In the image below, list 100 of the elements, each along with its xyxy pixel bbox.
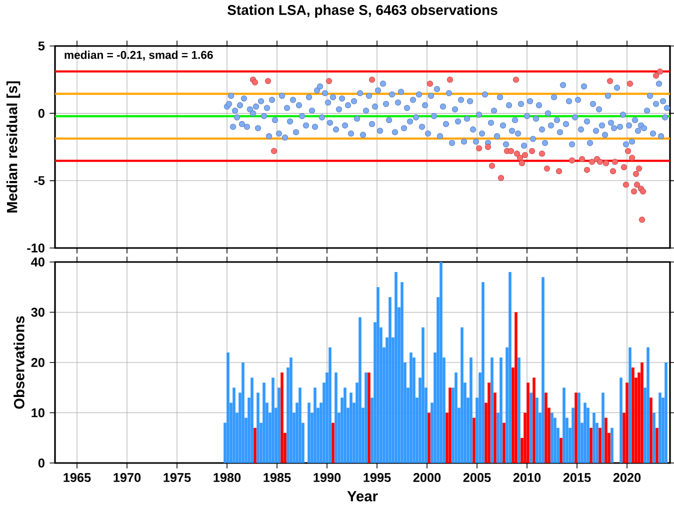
bar: [376, 287, 380, 463]
point: [620, 164, 628, 170]
bar: [482, 282, 484, 463]
point: [368, 76, 376, 83]
bar: [328, 347, 332, 463]
point: [514, 150, 520, 157]
point: [622, 182, 630, 188]
bar: [308, 402, 310, 463]
x-tick-label: 1975: [164, 473, 191, 482]
bar: [602, 392, 604, 463]
y-tick-label: 10: [32, 408, 44, 418]
point: [624, 148, 632, 154]
x-tick-label: 2010: [513, 473, 541, 482]
x-tick-label: 2000: [413, 473, 441, 482]
point: [544, 165, 550, 172]
bar: [280, 372, 284, 463]
point: [326, 78, 332, 84]
bar: [632, 368, 634, 463]
bar: [542, 277, 544, 463]
bar: [584, 402, 586, 463]
point: [636, 165, 642, 172]
x-tick-label: 1990: [314, 473, 341, 482]
point: [528, 148, 536, 154]
point: [584, 166, 590, 173]
point: [612, 158, 618, 165]
bar: [544, 392, 548, 463]
point: [610, 168, 616, 174]
point: [652, 72, 660, 79]
x-axis-title: Year: [347, 491, 378, 502]
bar: [574, 392, 578, 463]
point: [568, 157, 576, 164]
bar: [368, 372, 370, 463]
point: [638, 216, 646, 223]
x-tick-label: 2015: [563, 473, 591, 482]
bar: [658, 392, 662, 463]
bar: [610, 428, 614, 463]
point: [508, 148, 514, 154]
x-tick-label: 1995: [364, 473, 391, 482]
bar: [526, 382, 530, 463]
x-tick-label: 1965: [64, 473, 91, 482]
bar: [364, 372, 368, 463]
x-tick-label: 1985: [264, 473, 291, 482]
bar: [334, 372, 338, 463]
bar: [298, 388, 302, 463]
bar: [448, 388, 452, 463]
bar: [532, 378, 536, 463]
bar: [500, 357, 502, 463]
point: [512, 76, 520, 83]
bar: [592, 412, 596, 463]
bar: [604, 418, 608, 463]
y-axis-title: Median residual [s]: [6, 81, 20, 212]
y-tick-label: -5: [34, 176, 45, 186]
y-tick-label: 20: [31, 358, 44, 367]
bar: [572, 408, 574, 463]
bar: [598, 428, 602, 463]
bar: [472, 418, 476, 463]
y-tick-label: 0: [38, 458, 44, 468]
point: [488, 162, 496, 169]
chart-title: Station LSA, phase S, 6463 observations: [228, 4, 498, 18]
bar: [400, 282, 404, 463]
point: [484, 144, 492, 150]
point: [556, 168, 562, 174]
point: [426, 80, 434, 87]
bar: [242, 362, 244, 463]
bar: [640, 362, 644, 463]
bar: [314, 388, 316, 463]
bar: [344, 388, 346, 463]
point: [588, 158, 596, 165]
bar: [470, 357, 472, 463]
bar: [454, 372, 458, 463]
bar: [290, 357, 292, 463]
point: [538, 150, 546, 157]
bar: [256, 392, 260, 463]
point: [270, 148, 278, 154]
annotation: median = -0.21, smad = 1.66: [64, 50, 213, 61]
bar: [646, 347, 650, 463]
point: [632, 170, 640, 177]
bar: [508, 272, 512, 463]
bar: [358, 317, 362, 463]
point: [602, 160, 610, 166]
bar: [650, 398, 652, 463]
bar: [394, 272, 398, 463]
bar: [428, 412, 430, 463]
point: [516, 154, 524, 161]
bar: [262, 382, 266, 463]
bar: [388, 297, 392, 463]
y-tick-label: 5: [38, 42, 45, 50]
bar: [620, 378, 622, 463]
y-tick-label: -10: [27, 244, 44, 252]
bar: [250, 378, 254, 463]
bar: [514, 312, 518, 463]
y-axis-title: Observations: [14, 316, 24, 409]
point: [522, 152, 528, 158]
bar: [550, 412, 554, 463]
point: [626, 80, 634, 87]
bar: [578, 392, 580, 463]
bar: [536, 398, 538, 463]
bar: [440, 262, 442, 463]
point: [578, 156, 586, 162]
point: [252, 79, 258, 86]
